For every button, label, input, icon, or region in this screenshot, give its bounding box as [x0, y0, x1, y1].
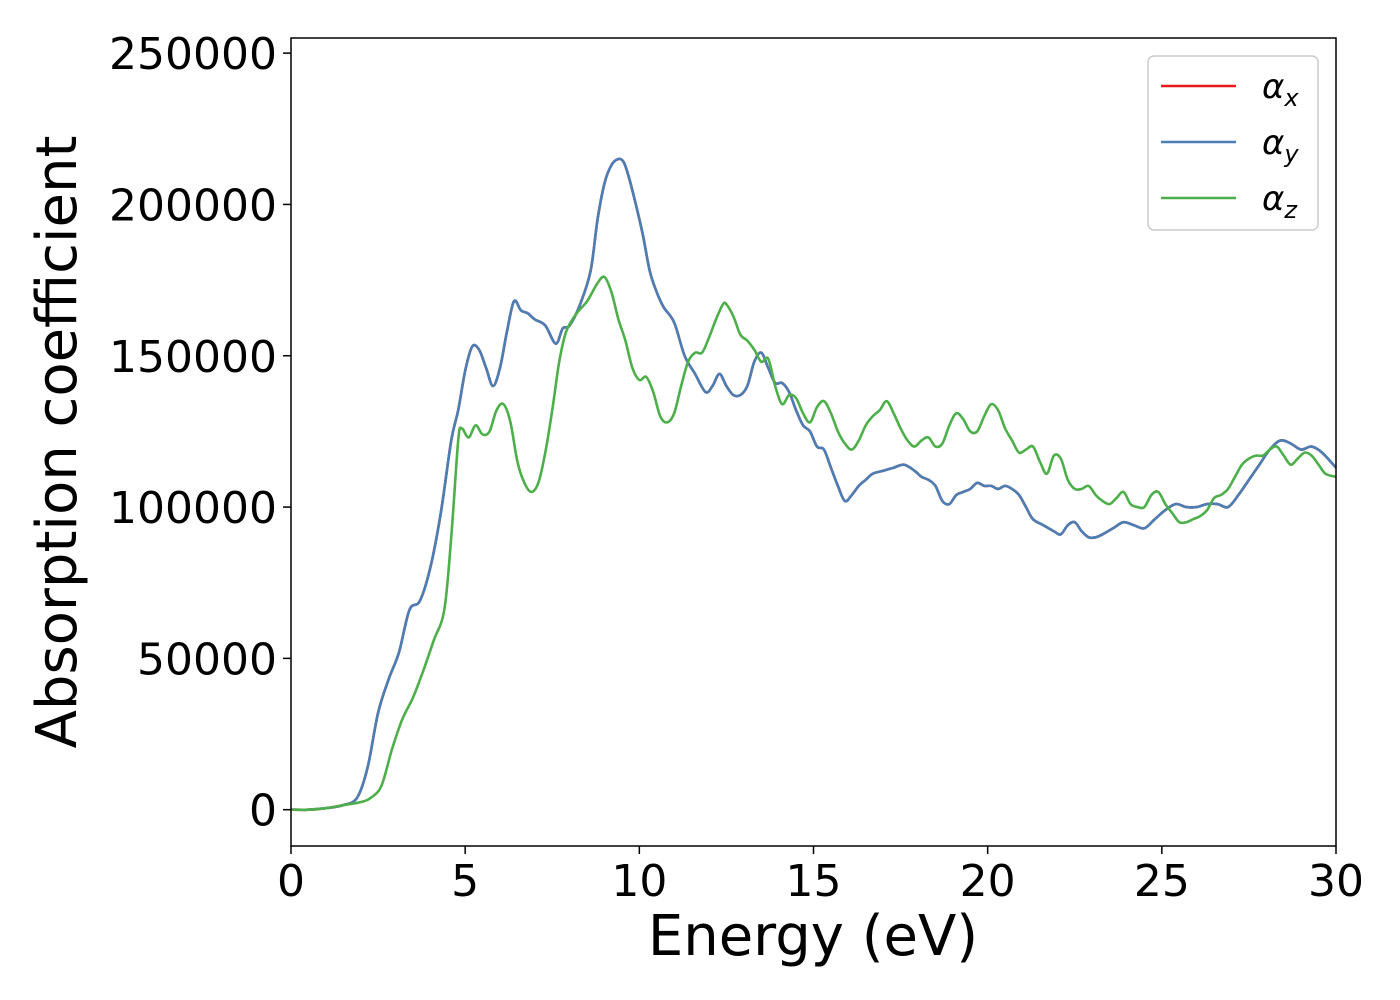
x-tick-label: 20 [960, 856, 1016, 907]
legend-symbol: α [1262, 67, 1284, 107]
ticks-layer: 0 5 10 15 20 25 30 0 50000 100000 150000 200000 2500… [109, 29, 1364, 907]
legend-label-alpha-y: αy [1262, 123, 1299, 168]
x-tick-label: 30 [1308, 856, 1364, 907]
y-tick-label: 50000 [137, 634, 277, 685]
legend-label-alpha-x: αx [1262, 67, 1299, 112]
x-tick-label: 10 [611, 856, 667, 907]
x-tick-label: 25 [1134, 856, 1190, 907]
series-line-alpha-y [290, 157, 1337, 812]
y-tick-label: 100000 [109, 483, 277, 534]
series-layer [290, 157, 1337, 812]
plot-frame [290, 37, 1337, 847]
y-tick-label: 0 [249, 786, 277, 837]
x-tick-label: 0 [277, 856, 305, 907]
legend-symbol: α [1262, 179, 1284, 219]
legend-subscript: z [1283, 196, 1298, 224]
y-axis-title: Absorption coefficient [25, 136, 90, 749]
legend-symbol: α [1262, 123, 1284, 163]
y-tick-label: 250000 [109, 29, 277, 80]
legend-subscript: y [1283, 140, 1299, 168]
series-line-alpha-z [290, 275, 1337, 812]
y-tick-label: 200000 [109, 180, 277, 231]
legend-subscript: x [1283, 84, 1299, 112]
x-tick-label: 5 [451, 856, 479, 907]
x-tick-label: 15 [786, 856, 842, 907]
legend-label-alpha-z: αz [1262, 179, 1298, 224]
x-axis-title: Energy (eV) [648, 904, 978, 969]
y-tick-label: 150000 [109, 332, 277, 383]
